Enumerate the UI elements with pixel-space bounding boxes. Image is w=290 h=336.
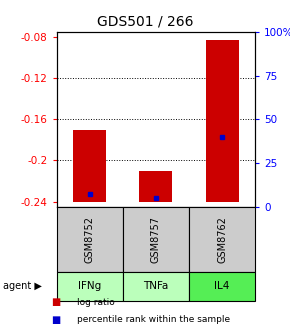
Text: agent ▶: agent ▶ — [3, 282, 42, 291]
Text: GSM8757: GSM8757 — [151, 216, 161, 263]
Text: GDS501 / 266: GDS501 / 266 — [97, 14, 193, 29]
Text: percentile rank within the sample: percentile rank within the sample — [77, 316, 230, 324]
Text: IL4: IL4 — [214, 282, 230, 291]
Text: ■: ■ — [51, 297, 60, 307]
Text: GSM8762: GSM8762 — [217, 216, 227, 263]
Bar — [206, 40, 239, 202]
Text: log ratio: log ratio — [77, 298, 115, 307]
Bar — [139, 171, 173, 202]
Text: GSM8752: GSM8752 — [85, 216, 95, 263]
Text: ■: ■ — [51, 315, 60, 325]
Bar — [73, 130, 106, 202]
Text: TNFa: TNFa — [143, 282, 168, 291]
Text: IFNg: IFNg — [78, 282, 101, 291]
